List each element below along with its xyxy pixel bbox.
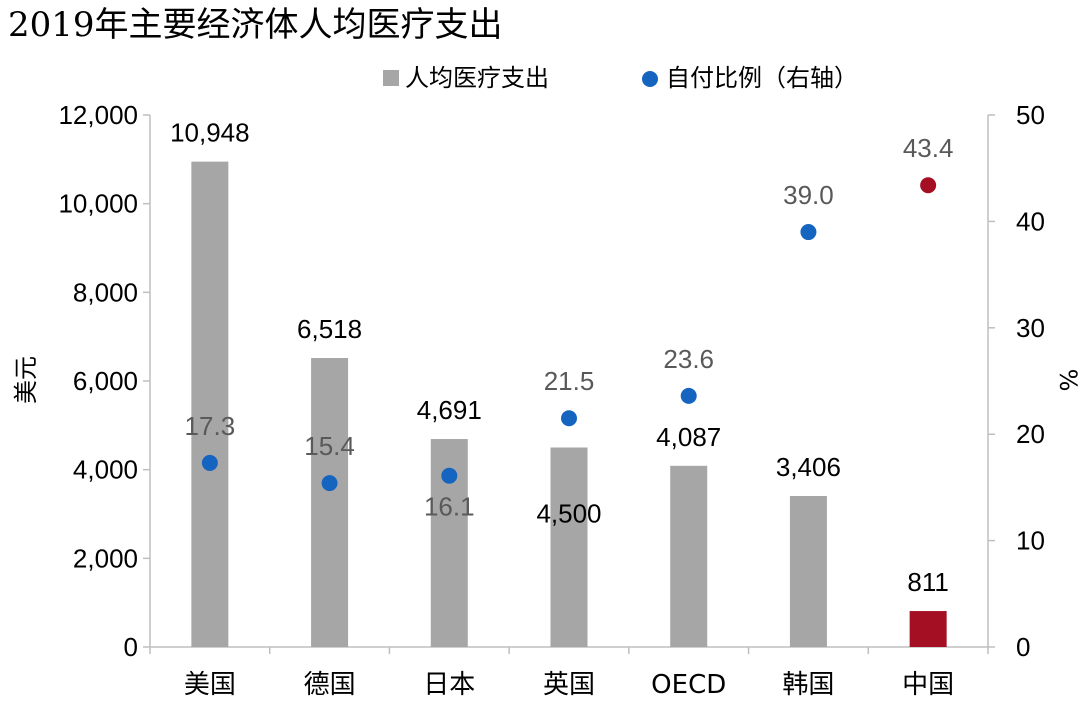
y2-tick-label: 30 [1016, 313, 1045, 343]
dot-data-label: 16.1 [424, 492, 475, 522]
bar-data-label: 3,406 [776, 452, 841, 482]
x-tick-label: 美国 [184, 670, 236, 700]
bars [191, 161, 947, 647]
y-tick-label: 10,000 [58, 189, 138, 219]
bar-data-label: 4,500 [536, 499, 601, 529]
legend-dot-label: 自付比例（右轴） [666, 64, 858, 92]
dot-data-label: 43.4 [903, 133, 954, 163]
bar [789, 496, 827, 647]
y-tick-label: 8,000 [73, 277, 138, 307]
dot [680, 387, 697, 404]
x-tick-label: 中国 [902, 670, 954, 700]
legend-bar-label: 人均医疗支出 [405, 64, 549, 92]
dot-data-label: 21.5 [544, 366, 595, 396]
bar-data-label: 6,518 [297, 314, 362, 344]
bar-data-label: 4,691 [417, 395, 482, 425]
y2-tick-label: 10 [1016, 526, 1045, 556]
y-axis-title: 美元 [12, 356, 40, 404]
bar [191, 161, 229, 647]
y2-axis-title: % [1054, 369, 1080, 392]
y-tick-label: 0 [124, 632, 138, 662]
y-tick-label: 6,000 [73, 366, 138, 396]
y2-tick-label: 20 [1016, 419, 1045, 449]
legend-bar-swatch [383, 70, 399, 86]
x-tick-label: 英国 [543, 670, 595, 700]
y-tick-label: 12,000 [58, 100, 138, 130]
y2-tick-label: 40 [1016, 206, 1045, 236]
dot [441, 467, 458, 484]
x-tick-label: 日本 [423, 670, 475, 700]
legend: 人均医疗支出 自付比例（右轴） [383, 64, 858, 92]
y-tick-label: 2,000 [73, 543, 138, 573]
dot [800, 224, 817, 241]
dot [321, 475, 338, 492]
dot [201, 454, 218, 471]
dot-data-label: 23.6 [663, 344, 714, 374]
dot [561, 410, 577, 427]
axes: 0 2,000 4,000 6,000 8,000 10,000 12,000 0 10 20 30… [58, 100, 1044, 700]
dot-data-label: 15.4 [304, 431, 355, 461]
bar-data-label: 10,948 [170, 118, 250, 148]
bar [909, 611, 947, 647]
bar [311, 358, 349, 647]
bar [670, 465, 708, 647]
bar [550, 447, 588, 647]
dots [201, 177, 937, 492]
y-tick-label: 4,000 [73, 455, 138, 485]
dot-data-label: 17.3 [185, 411, 236, 441]
dot-data-label: 39.0 [783, 180, 834, 210]
y2-tick-label: 0 [1016, 632, 1030, 662]
x-tick-label: OECD [651, 670, 726, 700]
x-tick-label: 德国 [304, 670, 356, 700]
chart-title: 2019年主要经济体人均医疗支出 [8, 5, 503, 45]
y2-tick-label: 50 [1016, 100, 1045, 130]
x-tick-label: 韩国 [782, 670, 834, 700]
legend-dot-swatch [642, 71, 658, 87]
bar-data-label: 4,087 [656, 422, 721, 452]
bar-data-label: 811 [907, 567, 948, 597]
data-labels: 10,948 6,518 4,691 4,500 4,087 3,406 811 17.3 15… [170, 118, 953, 597]
dot [920, 177, 937, 194]
